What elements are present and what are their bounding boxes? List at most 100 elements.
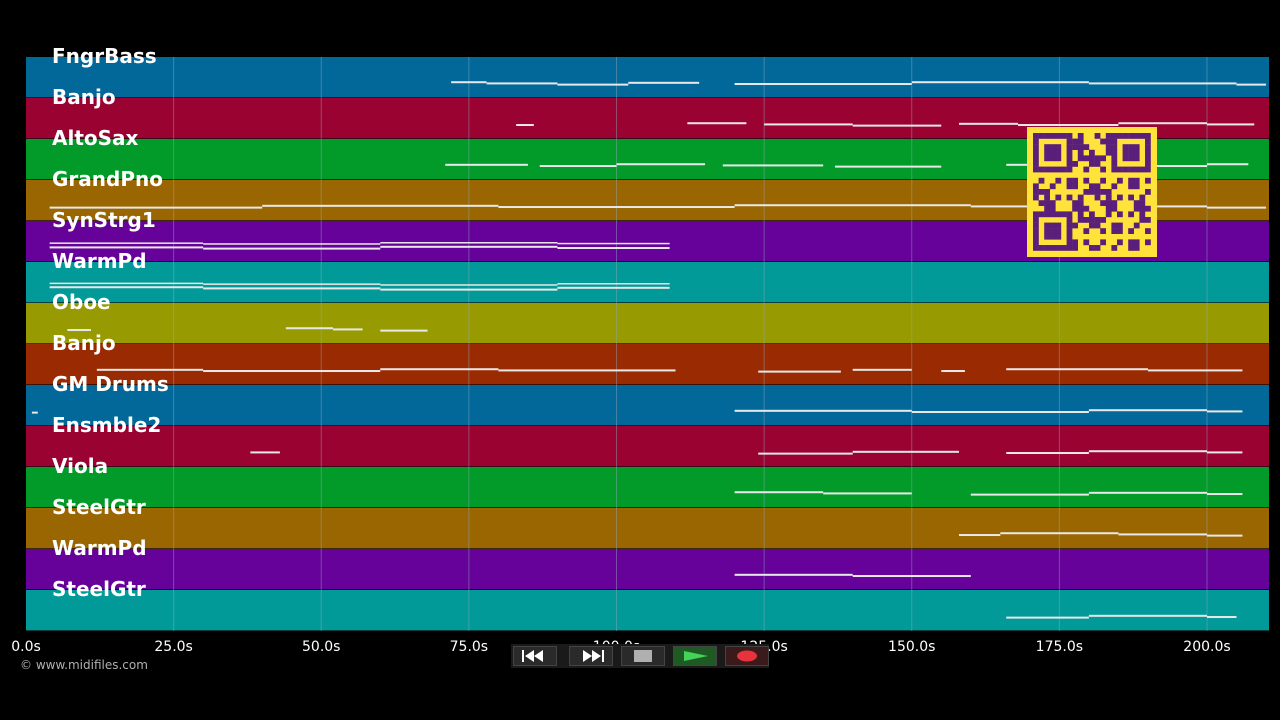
note-run [1206, 534, 1243, 537]
track-lane[interactable] [26, 303, 1269, 344]
note-run [1006, 368, 1148, 371]
note-run [380, 242, 558, 244]
note-run [250, 451, 280, 454]
note-run [49, 242, 204, 244]
stop-icon [634, 650, 652, 662]
note-run [1018, 124, 1119, 127]
note-run [734, 573, 853, 576]
track-lane[interactable] [26, 344, 1269, 385]
track-name-label: SteelGtr [52, 495, 146, 519]
note-run [1088, 491, 1207, 494]
note-run [380, 329, 428, 332]
time-tick-label: 150.0s [888, 639, 936, 655]
rewind-button[interactable] [513, 646, 557, 666]
note-run [333, 328, 363, 331]
note-run [852, 368, 912, 371]
note-run [203, 287, 381, 290]
play-button[interactable] [673, 646, 717, 666]
track-lane[interactable] [26, 385, 1269, 426]
track-lane[interactable] [26, 549, 1269, 590]
note-run [380, 284, 558, 286]
note-run [486, 82, 558, 85]
copyright-text: © www.midifiles.com [20, 658, 148, 672]
note-run [1088, 409, 1207, 412]
track-name-label: Banjo [52, 331, 116, 355]
track-name-label: WarmPd [52, 249, 147, 273]
track-name-label: GM Drums [52, 372, 169, 396]
note-run [734, 83, 912, 86]
note-run [1206, 451, 1243, 454]
note-run [203, 370, 381, 373]
note-run [823, 492, 912, 495]
note-run [1006, 163, 1030, 166]
track-name-label: AltoSax [52, 126, 139, 150]
note-run [852, 575, 971, 578]
note-run [1236, 83, 1267, 86]
stop-button[interactable] [621, 646, 665, 666]
note-run [498, 206, 735, 209]
note-run [203, 283, 381, 285]
note-run [96, 368, 204, 371]
note-run [722, 164, 824, 167]
note-run [1006, 452, 1089, 455]
note-run [628, 81, 700, 84]
time-tick-label: 0.0s [11, 639, 41, 655]
note-run [1088, 82, 1237, 85]
note-run [1118, 533, 1207, 536]
note-run [557, 247, 670, 250]
note-run [557, 286, 670, 289]
track-lane[interactable] [26, 467, 1269, 508]
note-run [687, 122, 747, 125]
note-run [941, 370, 965, 373]
note-run [1088, 450, 1207, 453]
track-lane[interactable] [26, 590, 1269, 631]
note-run [1206, 410, 1243, 413]
track-name-label: WarmPd [52, 536, 147, 560]
note-run [285, 327, 334, 330]
time-tick-label: 50.0s [302, 639, 341, 655]
note-run [852, 124, 942, 127]
time-tick-label: 25.0s [154, 639, 193, 655]
track-lane[interactable] [26, 508, 1269, 549]
track-name-label: FngrBass [52, 44, 157, 68]
note-run [764, 123, 853, 126]
note-run [49, 246, 204, 249]
track-lane[interactable] [26, 262, 1269, 303]
note-run [1206, 493, 1243, 496]
note-run [1118, 122, 1207, 125]
track-name-label: Viola [52, 454, 109, 478]
fast-forward-button[interactable] [569, 646, 613, 666]
note-run [616, 163, 706, 166]
note-run [958, 122, 1019, 125]
note-run [958, 534, 1001, 537]
qr-code[interactable] [1027, 127, 1157, 257]
note-run [557, 242, 670, 245]
note-run [49, 282, 204, 285]
track-name-label: SteelGtr [52, 577, 146, 601]
rewind-icon [522, 650, 543, 662]
note-run [262, 204, 499, 207]
transport-controls [511, 644, 769, 668]
note-run [451, 81, 487, 84]
track-lane[interactable] [26, 426, 1269, 467]
track-lane[interactable] [26, 57, 1269, 98]
track-name-label: SynStrg1 [52, 208, 156, 232]
note-run [49, 286, 204, 289]
time-tick-label: 200.0s [1183, 639, 1231, 655]
note-run [557, 283, 670, 285]
track-name-label: Ensmble2 [52, 413, 162, 437]
note-run [445, 163, 528, 166]
record-button[interactable] [725, 646, 769, 666]
note-run [49, 206, 263, 209]
note-run [734, 491, 824, 494]
note-run [970, 493, 1089, 496]
note-run [1000, 532, 1119, 535]
note-run [1006, 616, 1089, 619]
note-run [758, 370, 841, 373]
note-run [203, 247, 381, 250]
note-run [1206, 616, 1237, 619]
time-tick-label: 175.0s [1035, 639, 1084, 655]
track-name-label: Oboe [52, 290, 111, 314]
note-run [31, 411, 38, 414]
